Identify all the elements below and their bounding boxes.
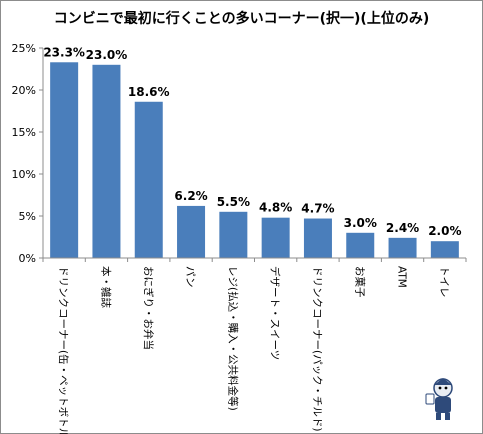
data-label: 4.7% xyxy=(301,202,334,216)
x-category-label: お菓子 xyxy=(353,266,365,298)
bar xyxy=(346,232,375,258)
y-tick-label: 15% xyxy=(12,126,36,139)
data-label: 5.5% xyxy=(217,195,250,209)
x-category-label: ドリンクコーナー(缶・ペットボトル) xyxy=(57,266,70,434)
x-category-label: パン xyxy=(184,266,196,288)
data-label: 6.2% xyxy=(174,189,207,203)
data-label: 23.0% xyxy=(86,48,128,62)
data-label: 23.3% xyxy=(43,45,85,59)
chart-title: コンビニで最初に行くことの多いコーナー(択一)(上位のみ) xyxy=(53,11,430,27)
y-tick-label: 0% xyxy=(19,252,36,265)
data-label: 4.8% xyxy=(259,201,292,215)
x-category-label: 本・雑誌 xyxy=(99,266,112,308)
bar xyxy=(303,218,332,258)
data-label: 2.0% xyxy=(428,224,461,238)
x-category-label: ドリンクコーナー(パック・チルド) xyxy=(311,266,323,431)
bar xyxy=(177,205,206,258)
y-tick-label: 20% xyxy=(12,84,36,97)
bar xyxy=(50,62,79,258)
y-tick-label: 25% xyxy=(12,42,36,55)
bar xyxy=(134,101,163,258)
x-category-label: デザート・スイーツ xyxy=(269,266,282,360)
bar xyxy=(219,211,248,258)
bar xyxy=(92,64,121,258)
mascot-icon xyxy=(425,378,453,420)
y-tick-label: 5% xyxy=(19,210,36,223)
data-label: 18.6% xyxy=(128,85,170,99)
x-category-label: おにぎり・お弁当 xyxy=(142,266,155,350)
data-label: 2.4% xyxy=(386,221,419,235)
x-category-label: レジ(払込・購入・公共料金等) xyxy=(226,266,239,411)
bar xyxy=(388,237,417,258)
data-label: 3.0% xyxy=(344,216,377,230)
x-category-label: ATM xyxy=(396,266,408,288)
bar xyxy=(261,217,290,258)
y-tick-label: 10% xyxy=(12,168,36,181)
bar xyxy=(430,241,459,258)
x-category-label: トイレ xyxy=(438,266,450,298)
